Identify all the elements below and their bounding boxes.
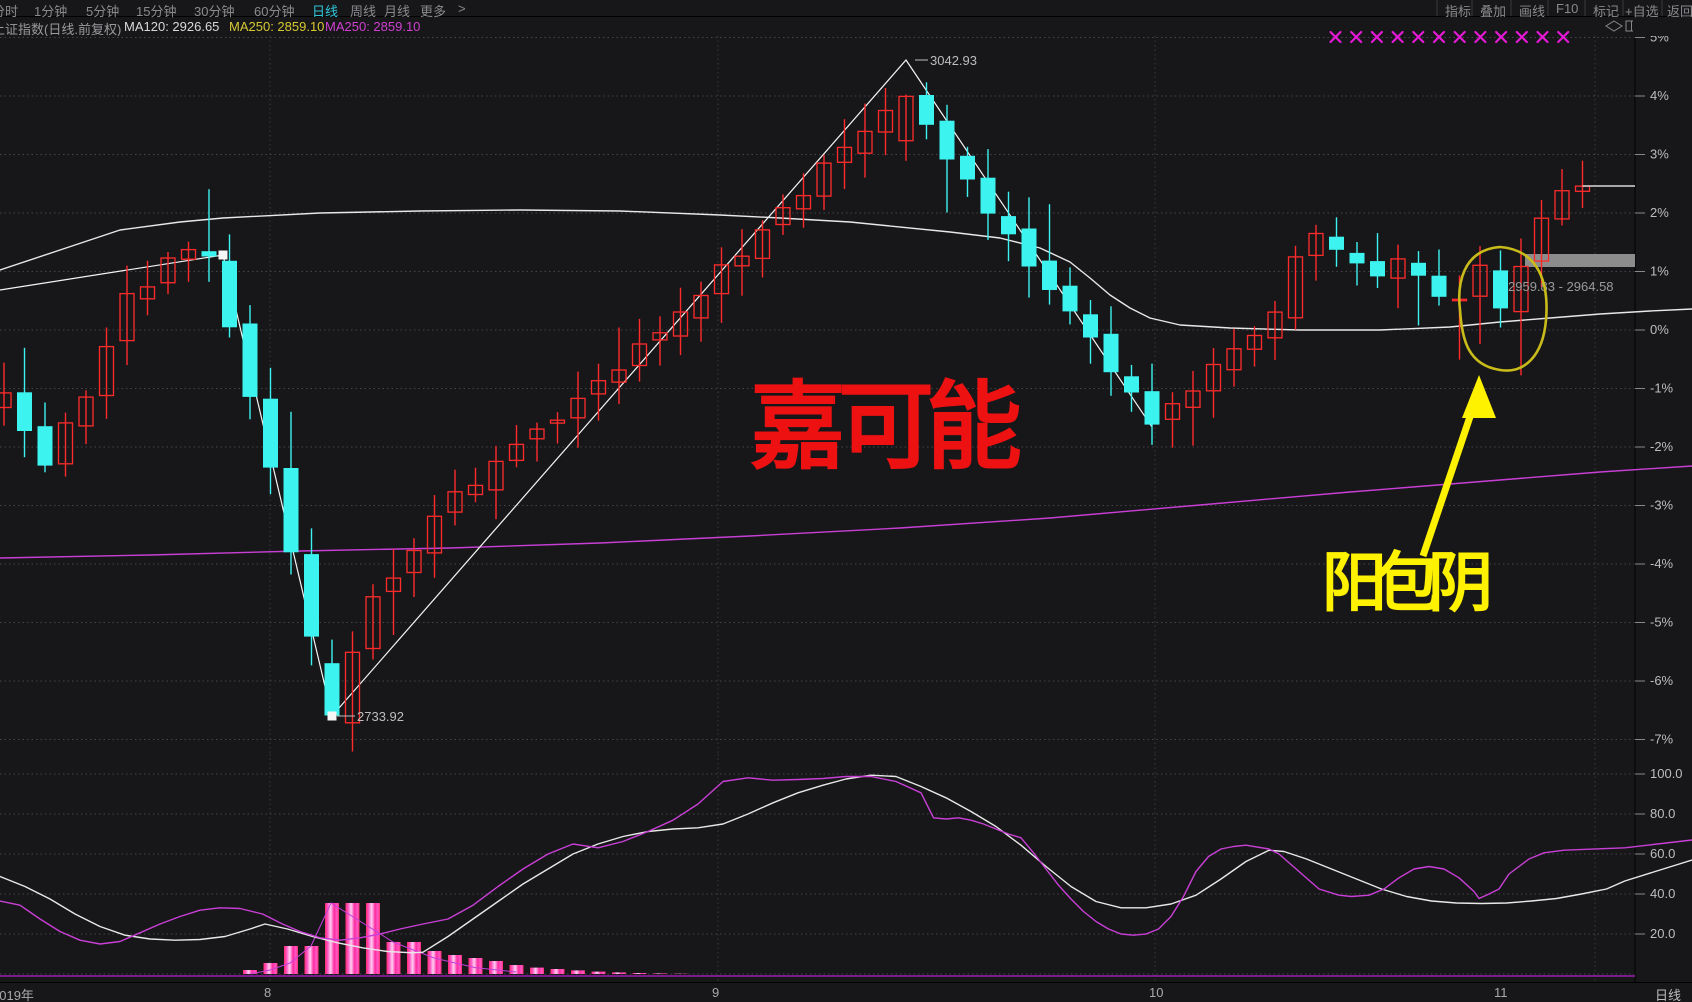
- svg-text:100.0: 100.0: [1650, 766, 1683, 781]
- svg-text:3%: 3%: [1650, 147, 1669, 162]
- svg-text:20.0: 20.0: [1650, 926, 1675, 941]
- svg-text:1%: 1%: [1650, 264, 1669, 279]
- svg-text:60.0: 60.0: [1650, 846, 1675, 861]
- svg-text:40.0: 40.0: [1650, 886, 1675, 901]
- svg-text:-5%: -5%: [1650, 615, 1674, 630]
- svg-text:2959.83 - 2964.58: 2959.83 - 2964.58: [1508, 279, 1614, 294]
- svg-text:2%: 2%: [1650, 205, 1669, 220]
- svg-text:80.0: 80.0: [1650, 806, 1675, 821]
- svg-text:-7%: -7%: [1650, 732, 1674, 747]
- svg-text:0%: 0%: [1650, 322, 1669, 337]
- svg-text:4%: 4%: [1650, 88, 1669, 103]
- svg-text:-2%: -2%: [1650, 439, 1674, 454]
- svg-text:5%: 5%: [1650, 36, 1669, 45]
- svg-text:-3%: -3%: [1650, 498, 1674, 513]
- svg-text:3042.93: 3042.93: [930, 53, 977, 68]
- svg-text:-1%: -1%: [1650, 381, 1674, 396]
- svg-text:-4%: -4%: [1650, 556, 1674, 571]
- svg-text:-6%: -6%: [1650, 673, 1674, 688]
- svg-text:2733.92: 2733.92: [357, 709, 404, 724]
